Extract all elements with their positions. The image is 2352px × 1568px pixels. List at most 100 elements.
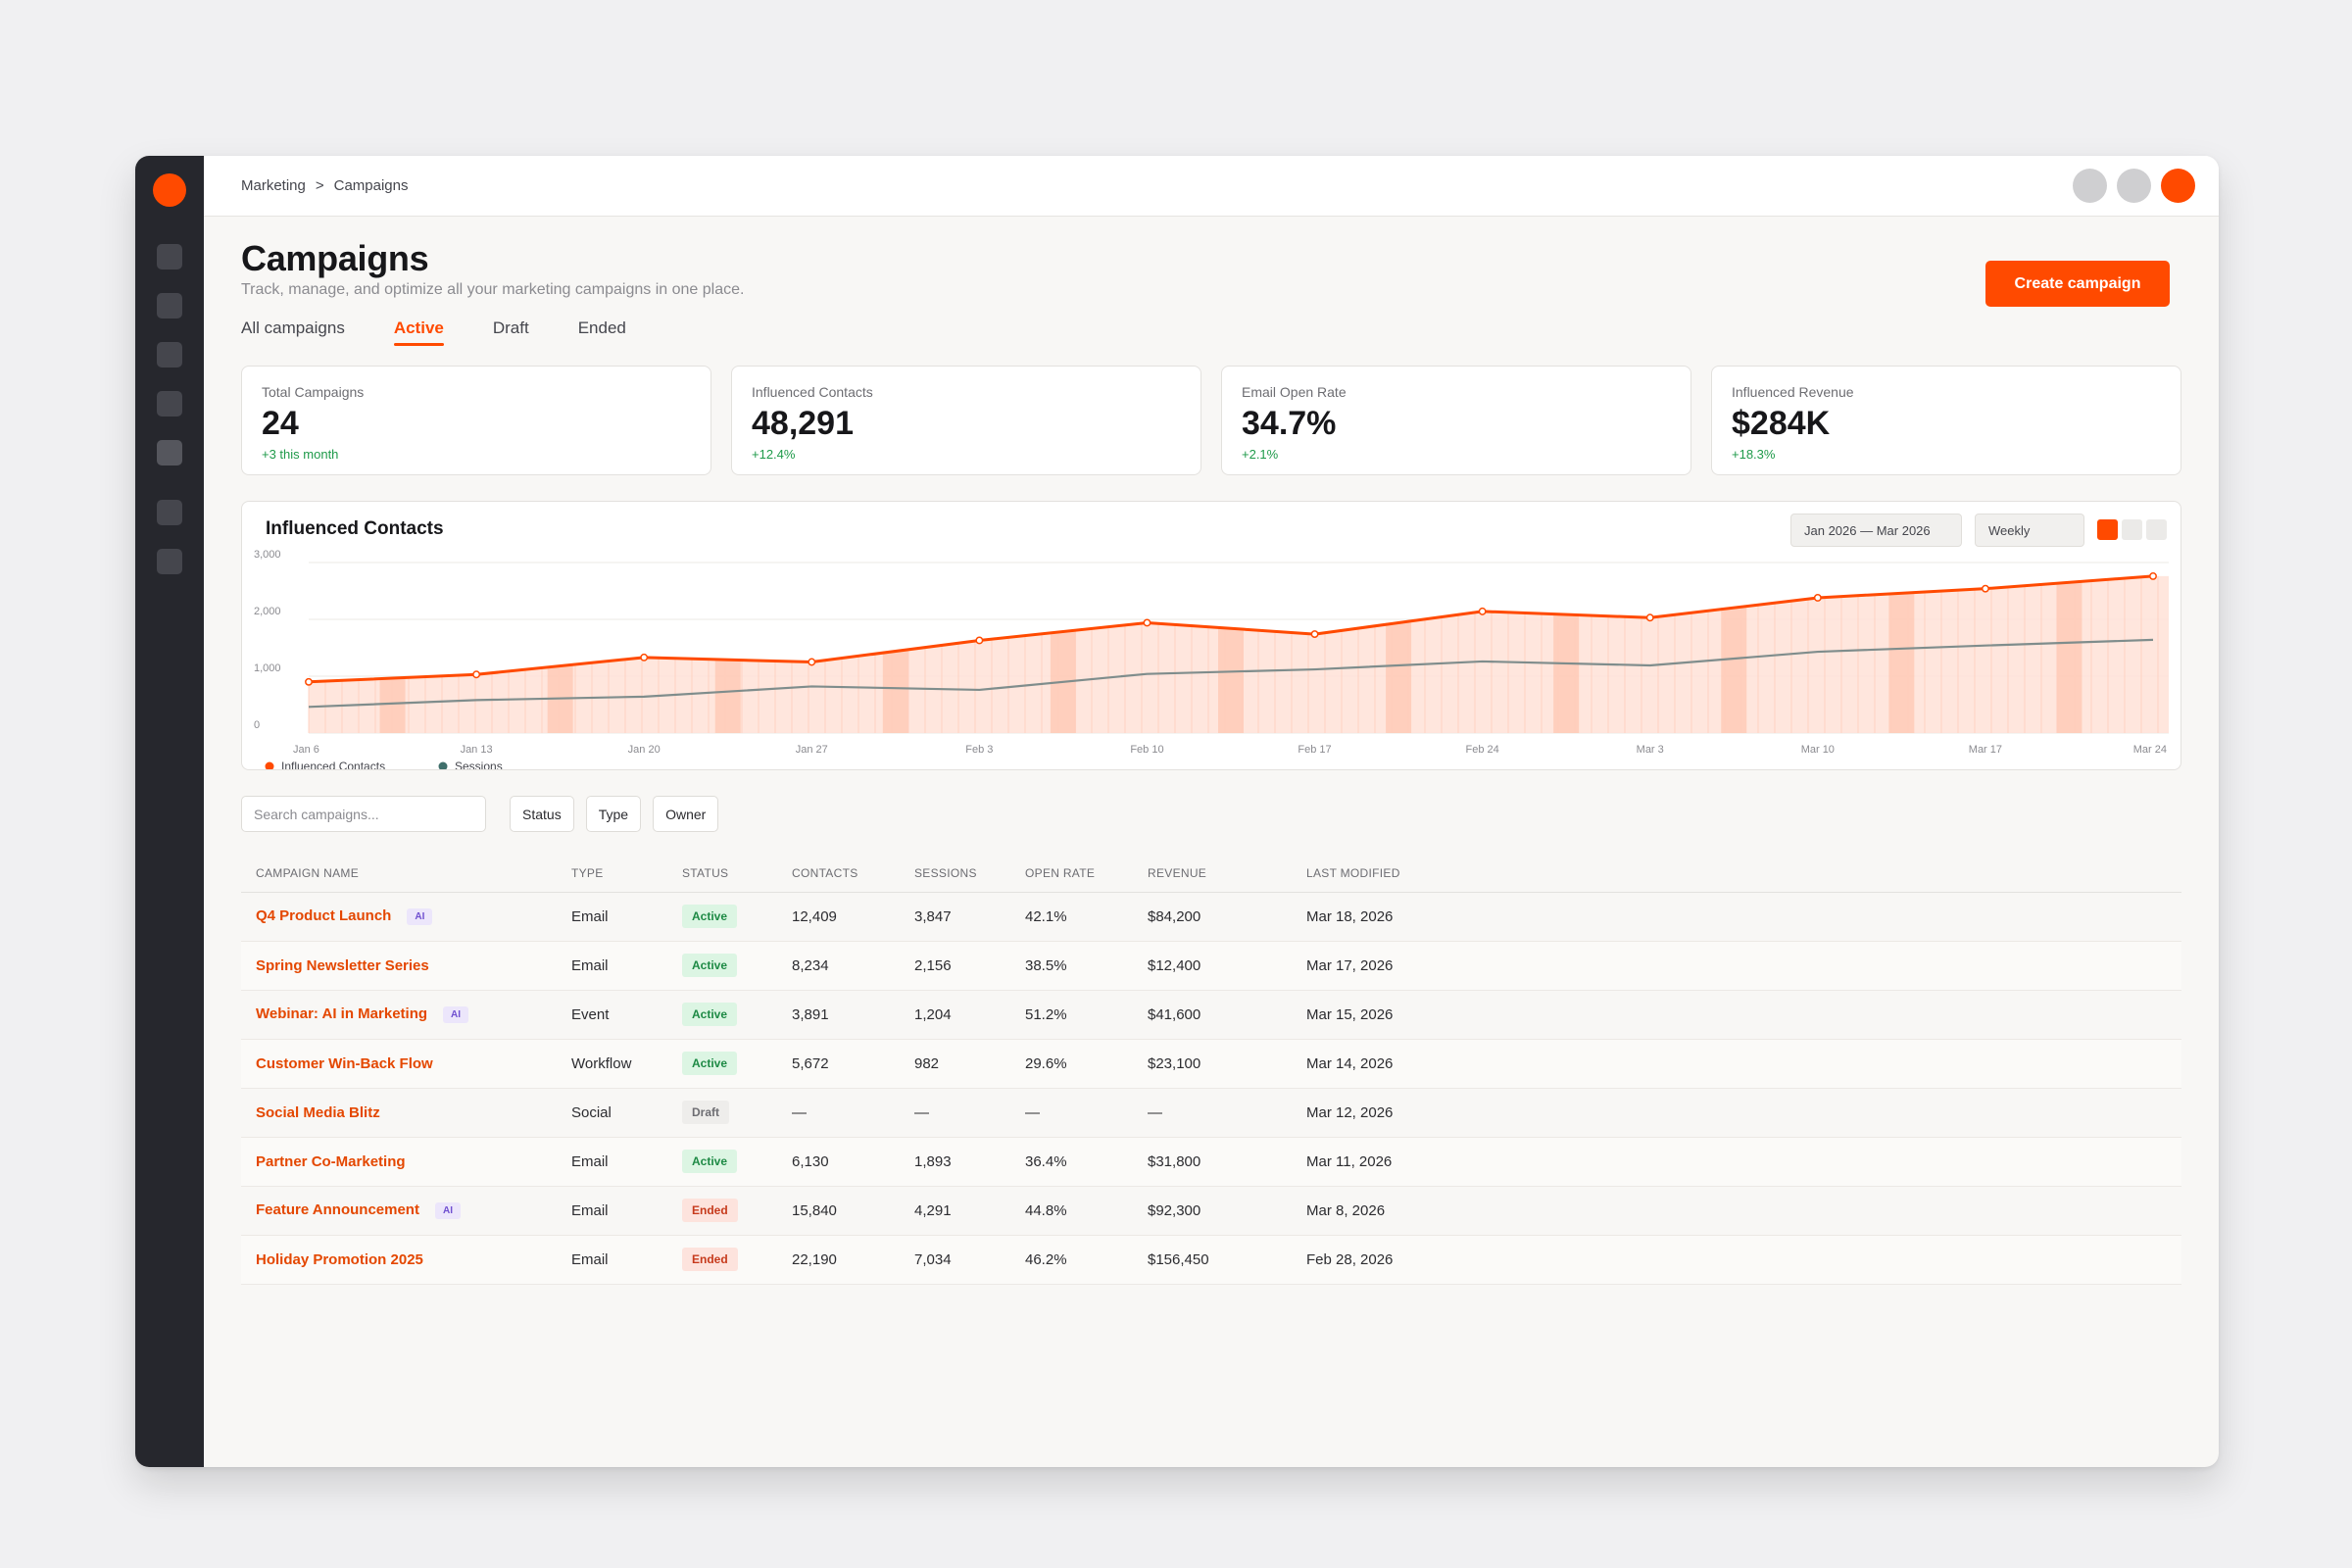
contacts-cell: 3,891: [792, 1005, 829, 1023]
revenue-cell: $23,100: [1148, 1054, 1201, 1072]
data-point: [1143, 618, 1152, 627]
sessions-cell: 1,204: [914, 1005, 952, 1023]
breadcrumb-separator: >: [315, 177, 324, 194]
tab-ended[interactable]: Ended: [577, 318, 626, 337]
data-point: [640, 653, 649, 662]
table-row[interactable]: Social Media Blitz Social Draft — — — — Mar 12,…: [241, 1088, 2181, 1137]
status-cell: Active: [682, 1137, 792, 1186]
campaign-name-cell: Social Media Blitz: [241, 1088, 571, 1137]
weekly-band: [1888, 593, 1915, 733]
column-header[interactable]: OPEN RATE: [1025, 865, 1096, 880]
x-tick-label: Jan 20: [628, 744, 661, 756]
nav-item-2-icon[interactable]: [157, 293, 182, 318]
brand-logo-icon[interactable]: [153, 173, 186, 207]
table-body: Q4 Product Launch AI Email Active 12,409 3,84…: [241, 892, 2181, 1284]
campaign-name-cell: Customer Win-Back Flow: [241, 1039, 571, 1088]
status-cell: Ended: [682, 1235, 792, 1284]
status-cell: Active: [682, 892, 792, 941]
data-point: [1478, 607, 1487, 615]
status-badge: Ended: [682, 1199, 738, 1222]
nav-item-4-icon[interactable]: [157, 391, 182, 416]
table-row[interactable]: Holiday Promotion 2025 Email Ended 22,190 7,…: [241, 1235, 2181, 1284]
column-header[interactable]: LAST MODIFIED: [1306, 865, 1400, 880]
column-header[interactable]: CAMPAIGN NAME: [256, 865, 360, 880]
help-icon[interactable]: [2073, 169, 2107, 203]
nav-item-5-icon[interactable]: [157, 440, 182, 466]
table-row[interactable]: Customer Win-Back Flow Workflow Active 5,67…: [241, 1039, 2181, 1088]
type-cell: Email: [571, 1250, 609, 1268]
revenue-cell: —: [1148, 1103, 1162, 1121]
campaign-name-link[interactable]: Partner Co-Marketing: [256, 1152, 406, 1170]
campaign-name-link[interactable]: Q4 Product Launch: [256, 907, 392, 925]
contacts-cell: —: [792, 1103, 807, 1121]
revenue-cell: $92,300: [1148, 1201, 1201, 1219]
notifications-icon[interactable]: [2117, 169, 2151, 203]
table-row[interactable]: Feature Announcement AI Email Ended 15,840 4,…: [241, 1186, 2181, 1235]
status-badge: Ended: [682, 1248, 738, 1271]
tab-all-campaigns[interactable]: All campaigns: [241, 318, 345, 337]
column-header[interactable]: CONTACTS: [792, 865, 858, 880]
nav-item-6-icon[interactable]: [157, 500, 182, 525]
campaign-name-link[interactable]: Webinar: AI in Marketing: [256, 1005, 428, 1023]
table-row[interactable]: Partner Co-Marketing Email Active 6,130 1,89…: [241, 1137, 2181, 1186]
last-modified-cell: Mar 12, 2026: [1306, 1103, 1394, 1121]
owner-filter-button[interactable]: Owner: [653, 796, 719, 832]
series-line-sessions: [308, 638, 2154, 709]
series-line-influenced-contacts: [308, 574, 2154, 684]
legend-label: Influenced Contacts: [281, 760, 385, 770]
x-tick-label: Mar 17: [1969, 744, 2002, 756]
type-cell: Workflow: [571, 1054, 632, 1072]
type-filter-button[interactable]: Type: [585, 796, 642, 832]
stat-label: Email Open Rate: [1242, 384, 1347, 400]
status-filter-button[interactable]: Status: [510, 796, 574, 832]
y-tick-label: 3,000: [254, 549, 281, 561]
main-area: Marketing > Campaigns Campaigns Track, m…: [204, 156, 2219, 1467]
data-point: [1645, 613, 1654, 622]
campaign-name-cell: Holiday Promotion 2025: [241, 1235, 571, 1284]
campaign-name-link[interactable]: Spring Newsletter Series: [256, 956, 429, 974]
stat-label: Total Campaigns: [262, 384, 365, 400]
create-campaign-button[interactable]: Create campaign: [1985, 261, 2170, 307]
column-header[interactable]: SESSIONS: [914, 865, 977, 880]
column-header[interactable]: TYPE: [571, 865, 604, 880]
data-point: [305, 677, 313, 686]
search-input[interactable]: [241, 796, 486, 832]
stat-card-influenced-revenue: Influenced Revenue $284K +18.3%: [1711, 366, 2181, 475]
column-header[interactable]: STATUS: [682, 865, 729, 880]
status-badge: Active: [682, 905, 738, 928]
column-header[interactable]: REVENUE: [1148, 865, 1207, 880]
tab-draft[interactable]: Draft: [492, 318, 529, 337]
stat-card-total-campaigns: Total Campaigns 24 +3 this month: [241, 366, 711, 475]
table-row[interactable]: Q4 Product Launch AI Email Active 12,409 3,84…: [241, 892, 2181, 941]
breadcrumb-current: Campaigns: [333, 177, 409, 194]
date-range-select[interactable]: Jan 2026 — Mar 2026: [1790, 514, 1962, 547]
status-badge: Active: [682, 1052, 738, 1075]
table-row[interactable]: Webinar: AI in Marketing AI Event Active 3,8…: [241, 990, 2181, 1039]
sessions-cell: 4,291: [914, 1201, 952, 1219]
avatar[interactable]: [2161, 169, 2195, 203]
filter-bar: Status Type Owner: [241, 796, 2181, 832]
open-rate-cell: 29.6%: [1025, 1054, 1067, 1072]
nav-item-7-icon[interactable]: [157, 549, 182, 574]
campaign-name-link[interactable]: Holiday Promotion 2025: [256, 1250, 423, 1268]
type-cell: Email: [571, 907, 609, 925]
chart-view-toggle-3[interactable]: [2146, 519, 2167, 540]
tab-active[interactable]: Active: [393, 318, 444, 348]
campaign-name-link[interactable]: Customer Win-Back Flow: [256, 1054, 433, 1072]
interval-select[interactable]: Weekly: [1975, 514, 2084, 547]
table-row[interactable]: Spring Newsletter Series Email Active 8,234…: [241, 941, 2181, 990]
chart-view-toggle-2[interactable]: [2122, 519, 2142, 540]
open-rate-cell: 44.8%: [1025, 1201, 1067, 1219]
breadcrumb-parent[interactable]: Marketing: [241, 177, 306, 194]
campaign-name-link[interactable]: Feature Announcement: [256, 1201, 419, 1219]
data-point: [1310, 630, 1319, 639]
last-modified-cell: Mar 17, 2026: [1306, 956, 1394, 974]
nav-item-1-icon[interactable]: [157, 244, 182, 270]
last-modified-cell: Mar 8, 2026: [1306, 1201, 1386, 1219]
contacts-cell: 5,672: [792, 1054, 829, 1072]
campaign-name-link[interactable]: Social Media Blitz: [256, 1103, 380, 1121]
x-tick-label: Jan 27: [796, 744, 828, 756]
legend-label: Sessions: [455, 760, 503, 770]
nav-item-3-icon[interactable]: [157, 342, 182, 368]
chart-view-toggle-1[interactable]: [2097, 519, 2118, 540]
